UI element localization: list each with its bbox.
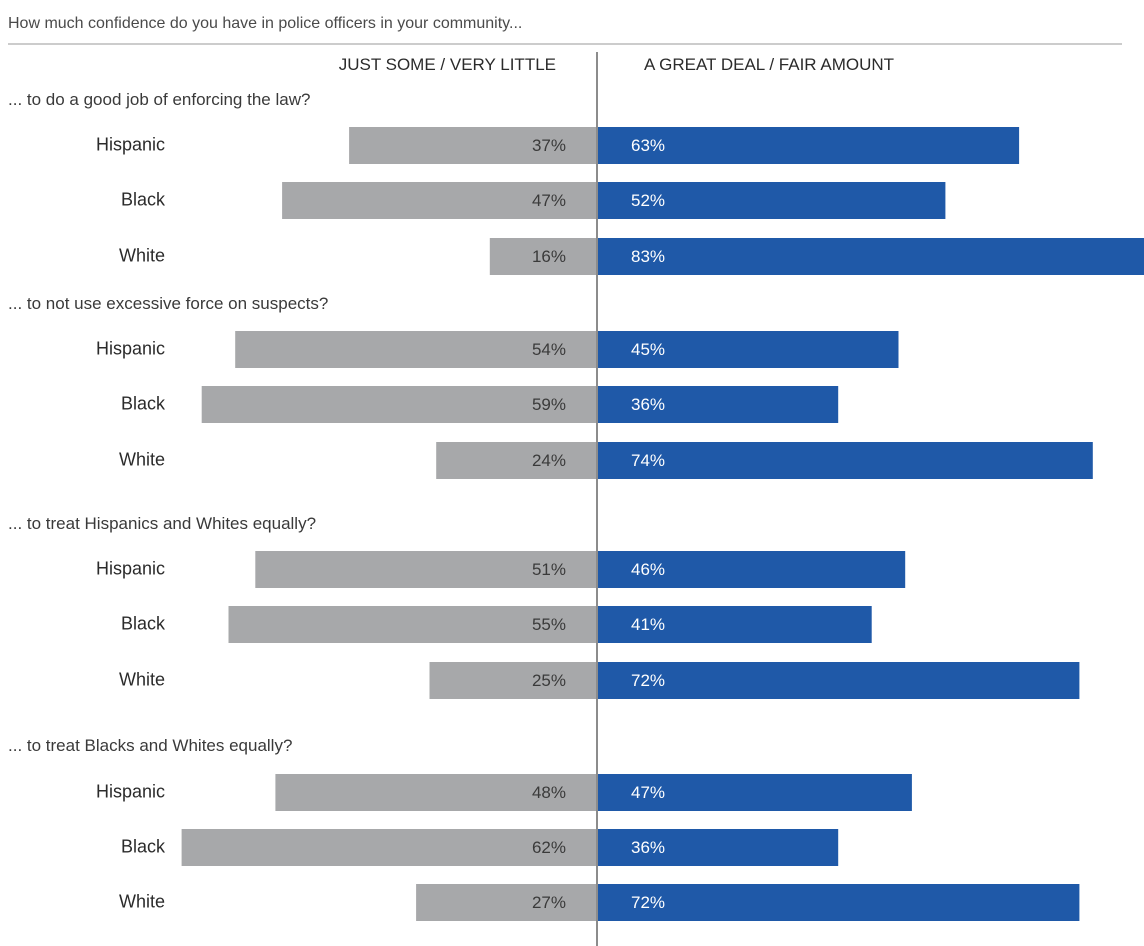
column-header-negative: JUST SOME / VERY LITTLE	[339, 55, 556, 74]
group-label: Hispanic	[96, 338, 165, 358]
bar-negative	[275, 774, 597, 811]
bar-negative	[349, 127, 597, 164]
bar-negative	[201, 386, 597, 423]
group-label: Black	[121, 613, 166, 633]
bar-positive	[597, 829, 839, 866]
bar-negative	[282, 182, 597, 219]
negative-value-label: 47%	[532, 191, 566, 210]
bar-positive	[597, 884, 1080, 921]
positive-value-label: 46%	[631, 560, 665, 579]
group-label: Black	[121, 189, 166, 209]
chart-title: How much confidence do you have in polic…	[8, 15, 522, 32]
bar-area: ... to do a good job of enforcing the la…	[8, 90, 1144, 921]
positive-value-label: 47%	[631, 783, 665, 802]
negative-value-label: 51%	[532, 560, 566, 579]
bar-positive	[597, 774, 912, 811]
positive-value-label: 52%	[631, 191, 665, 210]
bar-positive	[597, 662, 1080, 699]
bar-positive	[597, 331, 899, 368]
negative-value-label: 24%	[532, 451, 566, 470]
question-label: ... to do a good job of enforcing the la…	[8, 90, 310, 109]
bar-positive	[597, 127, 1020, 164]
question-label: ... to not use excessive force on suspec…	[8, 294, 328, 313]
group-label: White	[119, 891, 165, 911]
group-label: White	[119, 449, 165, 469]
bar-negative	[436, 442, 597, 479]
bar-negative	[255, 551, 598, 588]
negative-value-label: 27%	[532, 893, 566, 912]
positive-value-label: 63%	[631, 136, 665, 155]
bar-positive	[597, 182, 946, 219]
bar-positive	[597, 386, 839, 423]
question-label: ... to treat Hispanics and Whites equall…	[8, 514, 316, 533]
bar-negative	[181, 829, 597, 866]
bar-negative	[235, 331, 597, 368]
negative-value-label: 16%	[532, 247, 566, 266]
positive-value-label: 72%	[631, 671, 665, 690]
bar-positive	[597, 606, 872, 643]
positive-value-label: 41%	[631, 615, 665, 634]
group-label: Hispanic	[96, 781, 165, 801]
bar-positive	[597, 238, 1144, 275]
negative-value-label: 25%	[532, 671, 566, 690]
negative-value-label: 37%	[532, 136, 566, 155]
column-header-positive: A GREAT DEAL / FAIR AMOUNT	[644, 55, 894, 74]
positive-value-label: 36%	[631, 838, 665, 857]
positive-value-label: 83%	[631, 247, 665, 266]
group-label: Hispanic	[96, 558, 165, 578]
group-label: Black	[121, 393, 166, 413]
bar-negative	[489, 238, 597, 275]
positive-value-label: 74%	[631, 451, 665, 470]
negative-value-label: 62%	[532, 838, 566, 857]
positive-value-label: 45%	[631, 340, 665, 359]
bar-negative	[228, 606, 597, 643]
negative-value-label: 48%	[532, 783, 566, 802]
positive-value-label: 36%	[631, 395, 665, 414]
negative-value-label: 55%	[532, 615, 566, 634]
negative-value-label: 59%	[532, 395, 566, 414]
group-label: White	[119, 245, 165, 265]
group-label: White	[119, 669, 165, 689]
group-label: Black	[121, 836, 166, 856]
bar-positive	[597, 442, 1093, 479]
bar-negative	[429, 662, 597, 699]
positive-value-label: 72%	[631, 893, 665, 912]
negative-value-label: 54%	[532, 340, 566, 359]
bar-positive	[597, 551, 906, 588]
group-label: Hispanic	[96, 134, 165, 154]
bar-negative	[416, 884, 597, 921]
question-label: ... to treat Blacks and Whites equally?	[8, 736, 292, 755]
